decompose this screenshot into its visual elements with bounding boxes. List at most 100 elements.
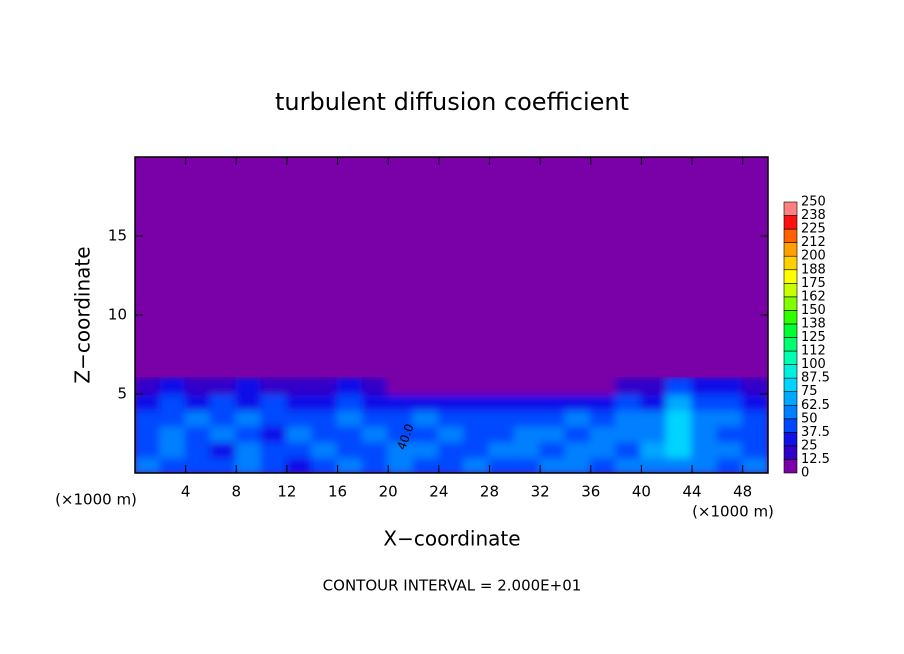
field-cell (488, 456, 516, 473)
field-cell (589, 393, 618, 411)
field-cell (135, 440, 162, 459)
x-tick-label: 36 (581, 483, 600, 501)
x-tick-label: 12 (277, 483, 296, 501)
x-tick-label: 16 (328, 483, 347, 501)
field-cell (463, 377, 491, 395)
colorbar-label: 238 (801, 208, 826, 223)
field-cell (336, 408, 364, 427)
field-cell (285, 440, 314, 459)
field-cell (615, 440, 643, 459)
field-cell (260, 440, 288, 459)
field-cell (311, 393, 339, 411)
x-axis-label: X−coordinate (383, 527, 520, 551)
field-cell (361, 393, 390, 411)
colorbar-band (783, 391, 798, 406)
colorbar-label: 162 (801, 289, 826, 304)
field-cell (488, 440, 516, 459)
field-cell (184, 408, 212, 427)
colorbar-band (783, 255, 798, 271)
field-cell (387, 424, 415, 443)
field-cell (615, 456, 643, 473)
field-cell (412, 456, 440, 473)
field-cell (741, 424, 768, 443)
field-cell (463, 456, 491, 473)
colorbar-band (783, 364, 798, 379)
field-cell (387, 440, 415, 459)
field-cell (488, 393, 516, 411)
field-cell (184, 440, 212, 459)
field-cell (135, 393, 162, 411)
colorbar-band (783, 418, 798, 433)
x-tick-label: 40 (632, 483, 651, 501)
field-cell (361, 456, 390, 473)
x-unit-label: (×1000 m) (692, 503, 774, 521)
field-cell (437, 440, 466, 459)
field-cell (539, 393, 567, 411)
field-cell (387, 456, 415, 473)
field (135, 157, 768, 473)
field-cell (589, 424, 618, 443)
field-cell (285, 456, 314, 473)
field-cell (539, 408, 567, 427)
field-cell (135, 377, 162, 395)
field-cell (387, 377, 415, 395)
field-cell (387, 393, 415, 411)
field-cell (412, 377, 440, 395)
colorbar-band (783, 310, 798, 325)
field-cell (589, 456, 618, 473)
field-cell (336, 377, 364, 395)
field-cell (159, 456, 187, 473)
colorbar-band (783, 323, 798, 338)
field-cell (615, 393, 643, 411)
field-cell (209, 393, 238, 411)
field-cell (513, 456, 542, 473)
y-tick-label: 15 (108, 227, 127, 245)
field-cell (260, 424, 288, 443)
field-cell (437, 424, 466, 443)
colorbar-band (783, 337, 798, 352)
field-cell (716, 456, 744, 473)
field-cell (488, 377, 516, 395)
field-cell (336, 456, 364, 473)
field-cell (665, 440, 694, 459)
field-cell (741, 377, 768, 395)
field-cell (539, 440, 567, 459)
colorbar-band (783, 296, 798, 311)
colorbar-band (783, 432, 798, 447)
field-cell (361, 377, 390, 395)
colorbar-label: 250 (801, 195, 826, 210)
colorbar-band (783, 201, 798, 216)
field-cell (135, 424, 162, 443)
colorbar-label: 62.5 (801, 398, 830, 413)
colorbar-label: 37.5 (801, 425, 830, 440)
field-cell (513, 440, 542, 459)
field-cell (135, 456, 162, 473)
y-axis-label: Z−coordinate (71, 246, 95, 383)
colorbar-band (783, 404, 798, 420)
colorbar-band (783, 242, 798, 257)
field-cell (437, 393, 466, 411)
field-cell (615, 424, 643, 443)
field-cell (539, 456, 567, 473)
field-cell (184, 377, 212, 395)
field-cell (285, 393, 314, 411)
field-cell (741, 408, 768, 427)
field-cell (260, 408, 288, 427)
field-cell (184, 393, 212, 411)
colorbar-band (783, 445, 798, 460)
x-tick-label: 44 (682, 483, 701, 501)
x-tick-label: 28 (480, 483, 499, 501)
chart-title: turbulent diffusion coefficient (275, 88, 629, 116)
field-cell (665, 456, 694, 473)
field-cell (209, 408, 238, 427)
field-cell (564, 456, 592, 473)
field-cell (361, 408, 390, 427)
colorbar-label: 175 (801, 276, 826, 291)
field-cell (159, 440, 187, 459)
colorbar-band (783, 377, 798, 392)
field-cell (184, 456, 212, 473)
field-cell (235, 377, 263, 395)
field-cell (311, 440, 339, 459)
field-cell (539, 377, 567, 395)
field-cell (665, 393, 694, 411)
